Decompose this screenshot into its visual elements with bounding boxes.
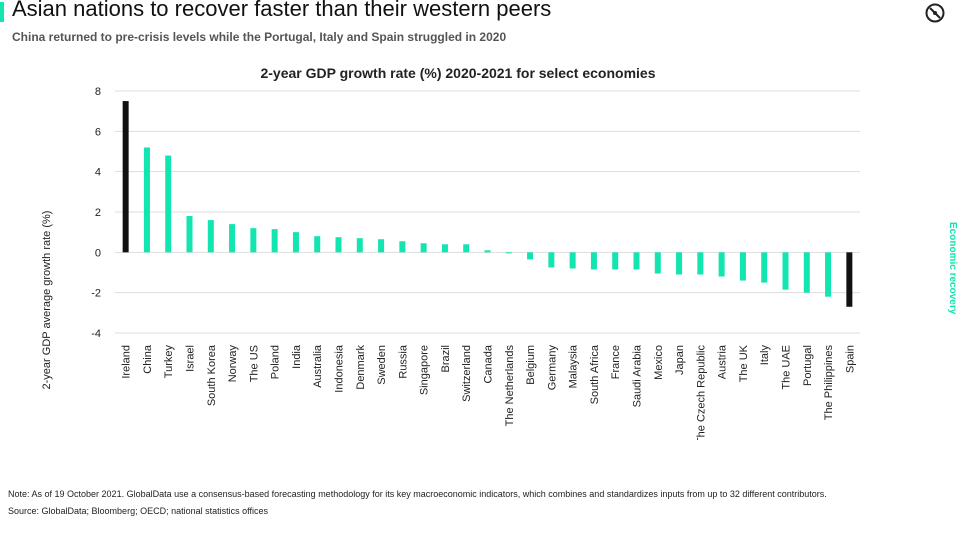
bar-the-czech-republic	[697, 252, 704, 275]
title-accent-bar	[0, 2, 4, 22]
bar-the-netherlands	[505, 252, 512, 254]
bar-indonesia	[335, 237, 342, 253]
x-tick-label: Norway	[227, 345, 239, 383]
x-tick-label: Poland	[270, 345, 282, 379]
x-tick-label: Australia	[312, 344, 324, 388]
bar-malaysia	[569, 252, 576, 269]
grid-lines	[115, 90, 860, 334]
x-tick-label: Switzerland	[461, 345, 473, 402]
x-tick-label: The UK	[738, 344, 750, 382]
x-tick-label: The Czech Republic	[695, 345, 707, 440]
bar-south-africa	[590, 252, 597, 270]
x-tick-label: France	[610, 345, 622, 379]
y-tick-label: 2	[95, 207, 101, 219]
x-tick-label: India	[291, 344, 303, 369]
x-tick-label: Canada	[483, 344, 495, 383]
section-label: Economic recovery	[947, 222, 958, 315]
x-tick-label: Spain	[844, 345, 856, 373]
bar-saudi-arabia	[633, 252, 640, 270]
gdp-growth-bar-chart: 2-year GDP growth rate (%) 2020-2021 for…	[41, 65, 860, 440]
y-axis-ticks: -4 -2 0 2 4 6 8	[91, 86, 101, 340]
page-subtitle: China returned to pre-crisis levels whil…	[12, 30, 507, 44]
x-tick-label: Ireland	[121, 345, 133, 379]
bar-israel	[186, 216, 193, 253]
x-tick-label: Russia	[397, 344, 409, 379]
bar-the-us	[250, 228, 257, 253]
bars	[122, 101, 853, 307]
bar-spain	[846, 252, 853, 307]
y-axis-label: 2-year GDP average growth rate (%)	[41, 211, 53, 390]
x-tick-label: Austria	[717, 344, 729, 379]
bar-canada	[484, 250, 491, 253]
bar-south-korea	[207, 220, 214, 253]
y-tick-label: 6	[95, 126, 101, 138]
bar-germany	[548, 252, 555, 268]
bar-norway	[229, 224, 236, 253]
x-tick-label: The Netherlands	[504, 345, 516, 427]
x-tick-label: South Africa	[589, 344, 601, 404]
bar-india	[292, 232, 299, 253]
x-tick-label: Malaysia	[568, 344, 580, 388]
bar-austria	[718, 252, 725, 277]
x-tick-label: Singapore	[419, 345, 431, 395]
bar-singapore	[420, 243, 427, 253]
bar-the-philippines	[825, 252, 832, 297]
bar-sweden	[378, 239, 385, 253]
bar-mexico	[654, 252, 661, 274]
bar-switzerland	[463, 244, 470, 253]
y-tick-label: -2	[91, 288, 101, 300]
x-tick-label: Germany	[546, 345, 558, 391]
x-tick-label: The US	[248, 345, 260, 382]
x-tick-label: Indonesia	[334, 344, 346, 393]
x-tick-label: Japan	[674, 345, 686, 375]
x-tick-label: Sweden	[376, 345, 388, 385]
x-axis-ticks: Ireland China Turkey Israel South Korea Norwa…	[121, 344, 857, 440]
page-title: Asian nations to recover faster than the…	[12, 0, 552, 21]
x-tick-label: Turkey	[163, 345, 175, 379]
y-tick-label: 4	[95, 167, 101, 179]
y-tick-label: -4	[91, 328, 101, 340]
bar-italy	[761, 252, 768, 283]
bar-poland	[271, 229, 278, 253]
bar-portugal	[803, 252, 810, 293]
footnote: Note: As of 19 October 2021. GlobalData …	[8, 489, 827, 499]
x-tick-label: Mexico	[653, 345, 665, 380]
x-tick-label: Israel	[185, 345, 197, 372]
bar-china	[143, 147, 150, 253]
y-tick-label: 8	[95, 86, 101, 98]
bar-japan	[676, 252, 683, 275]
bar-the-uae	[782, 252, 789, 290]
x-tick-label: China	[142, 344, 154, 374]
bar-denmark	[356, 238, 363, 253]
bar-australia	[314, 236, 321, 253]
bar-ireland	[122, 101, 129, 253]
bar-russia	[399, 241, 406, 253]
x-tick-label: Brazil	[440, 345, 452, 373]
x-tick-label: Portugal	[802, 345, 814, 386]
x-tick-label: The Philippines	[823, 345, 835, 421]
x-tick-label: Saudi Arabia	[632, 344, 644, 407]
bar-turkey	[165, 155, 172, 253]
x-tick-label: The UAE	[781, 345, 793, 390]
x-tick-label: Belgium	[525, 345, 537, 385]
chart-title: 2-year GDP growth rate (%) 2020-2021 for…	[260, 65, 655, 81]
bar-belgium	[527, 252, 534, 260]
x-tick-label: South Korea	[206, 344, 218, 406]
bar-france	[612, 252, 619, 270]
x-tick-label: Italy	[759, 345, 771, 366]
x-tick-label: Denmark	[355, 345, 367, 390]
bar-brazil	[441, 244, 448, 253]
globaldata-logo-icon	[925, 3, 945, 23]
bar-the-uk	[739, 252, 746, 281]
source-note: Source: GlobalData; Bloomberg; OECD; nat…	[8, 506, 268, 516]
y-tick-label: 0	[95, 247, 101, 259]
